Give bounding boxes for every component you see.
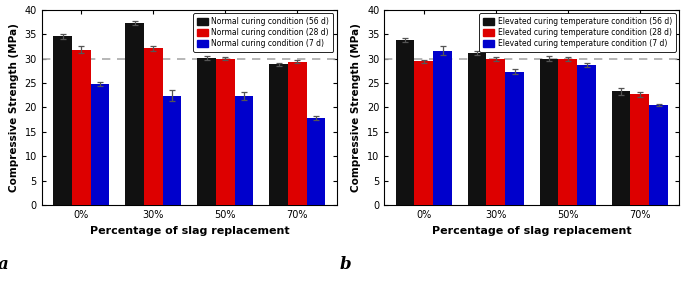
Bar [125,23,144,205]
X-axis label: Percentage of slag replacement: Percentage of slag replacement [90,226,289,236]
Bar [53,36,72,205]
Bar [307,118,325,205]
X-axis label: Percentage of slag replacement: Percentage of slag replacement [432,226,632,236]
Bar [216,58,235,205]
Legend: Normal curing condition (56 d), Normal curing condition (28 d), Normal curing co: Normal curing condition (56 d), Normal c… [193,13,333,52]
Bar [649,105,668,205]
Text: b: b [340,256,351,273]
Bar [235,96,253,205]
Bar [396,40,414,205]
Bar [433,51,452,205]
Bar [269,64,288,205]
Bar [163,96,182,205]
Bar [486,59,506,205]
Legend: Elevated curing temperature condition (56 d), Elevated curing temperature condit: Elevated curing temperature condition (5… [479,13,675,52]
Y-axis label: Compressive Strength (MPa): Compressive Strength (MPa) [351,23,361,192]
Bar [577,65,596,205]
Text: a: a [0,256,8,273]
Bar [288,62,307,205]
Bar [72,50,90,205]
Bar [414,62,433,205]
Bar [197,58,216,205]
Bar [558,59,577,205]
Bar [612,91,630,205]
Bar [540,58,558,205]
Y-axis label: Compressive Strength (MPa): Compressive Strength (MPa) [9,23,18,192]
Bar [144,48,163,205]
Bar [506,72,524,205]
Bar [90,84,110,205]
Bar [630,94,649,205]
Bar [468,53,486,205]
